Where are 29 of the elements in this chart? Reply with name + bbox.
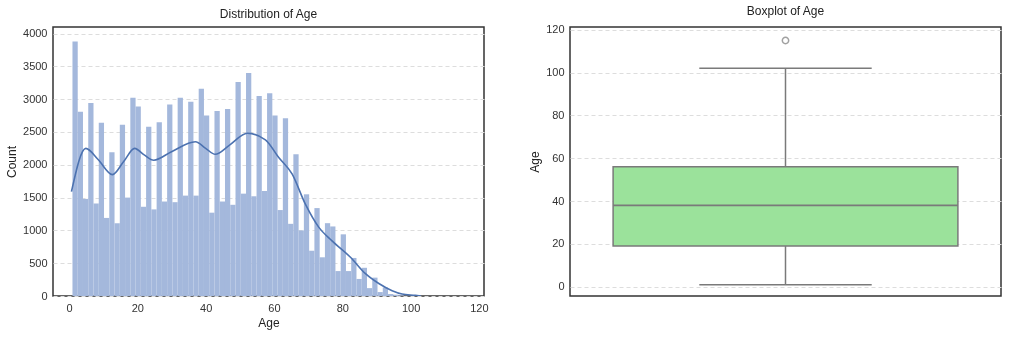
x-tick-label: 120 (470, 301, 489, 314)
y-tick-label: 40 (552, 194, 565, 207)
y-tick-label: 2500 (23, 125, 48, 138)
y-tick-label: 60 (552, 151, 565, 164)
y-tick-label: 3500 (23, 59, 48, 72)
y-axis-title: Age (528, 151, 543, 173)
chart-title: Boxplot of Age (746, 3, 825, 18)
x-tick-label: 20 (131, 301, 144, 314)
x-tick-label: 40 (200, 301, 213, 314)
x-tick-label: 80 (336, 301, 349, 314)
x-axis-title: Age (258, 315, 280, 330)
y-tick-label: 120 (546, 23, 565, 36)
chart-title: Distribution of Age (219, 7, 318, 21)
y-tick-label: 100 (546, 66, 565, 79)
y-tick-label: 1000 (23, 223, 48, 236)
x-tick-label: 0 (66, 301, 73, 314)
y-tick-label: 2000 (23, 158, 48, 171)
y-tick-label: 0 (41, 289, 48, 302)
y-tick-label: 0 (558, 280, 565, 293)
y-tick-label: 3000 (23, 92, 48, 105)
x-tick-label: 60 (268, 301, 281, 314)
y-tick-label: 4000 (23, 27, 48, 40)
line-series (70, 132, 422, 296)
y-tick-label: 1500 (23, 191, 48, 204)
y-tick-label: 80 (552, 108, 565, 121)
y-tick-label: 20 (552, 237, 565, 250)
y-tick-label: 500 (29, 256, 48, 269)
x-tick-label: 100 (401, 301, 421, 314)
y-axis-title: Count (5, 145, 20, 179)
